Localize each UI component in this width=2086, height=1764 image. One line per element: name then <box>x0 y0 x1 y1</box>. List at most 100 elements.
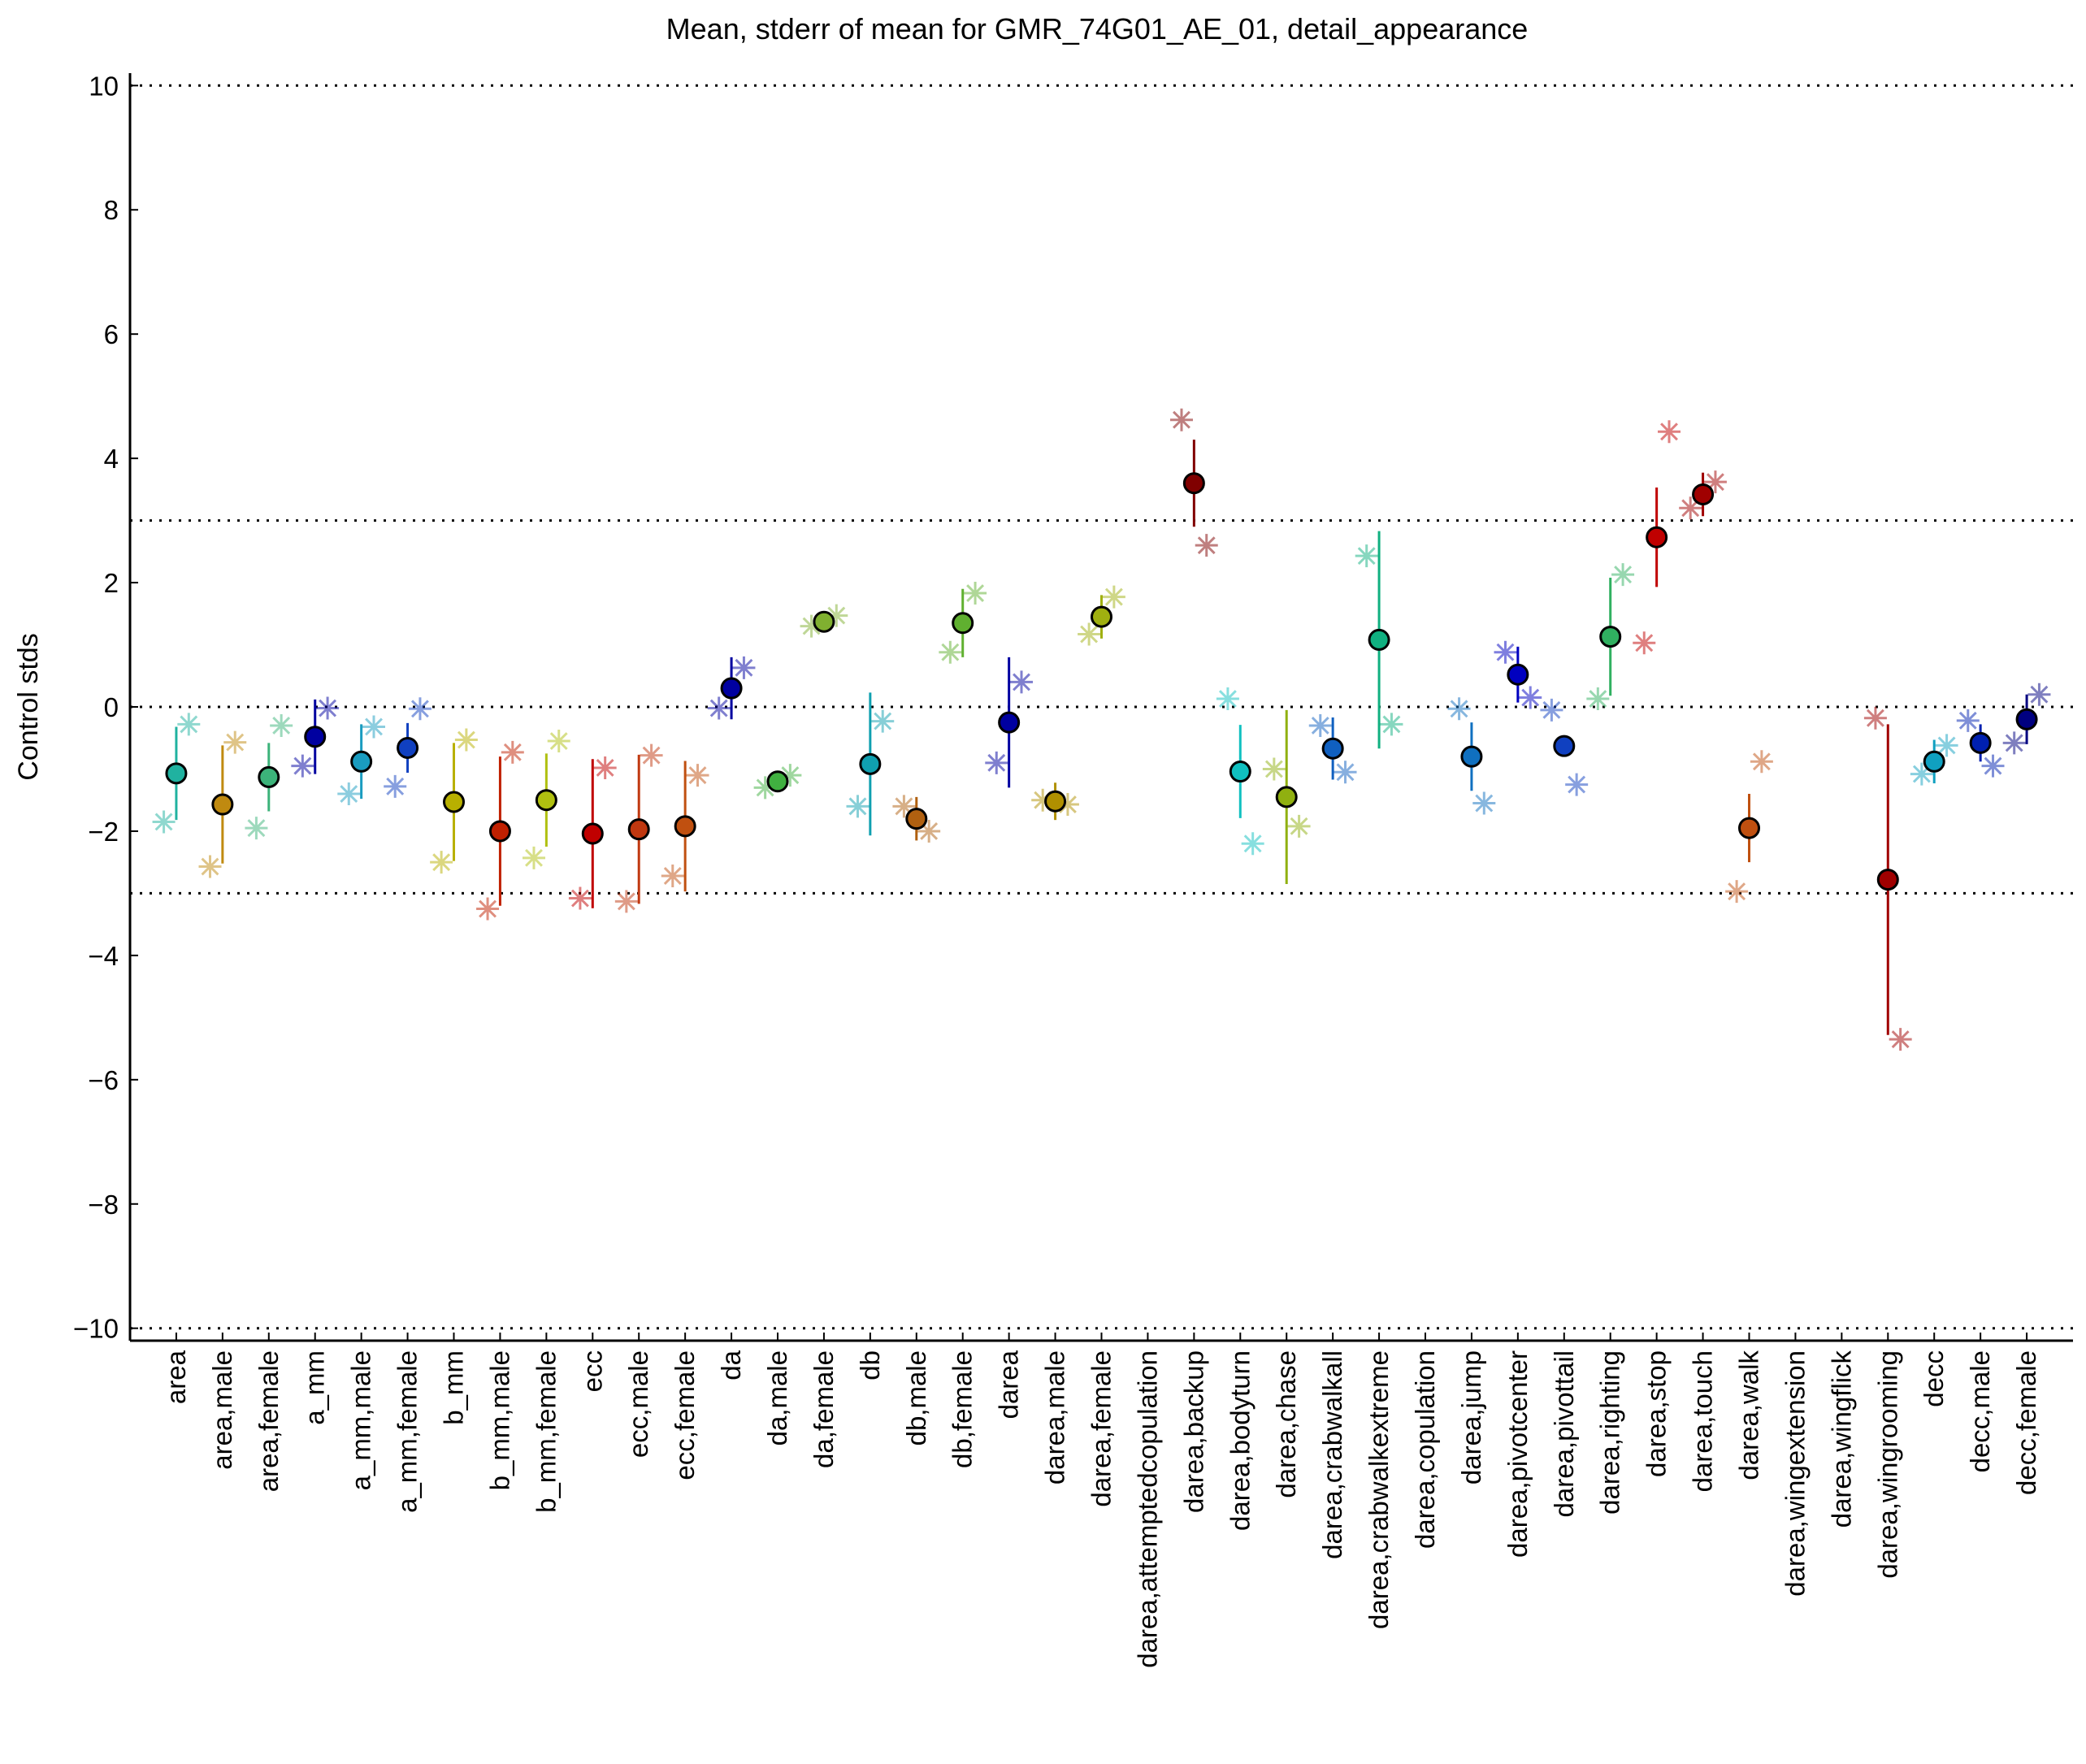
mean-marker <box>211 793 234 816</box>
replicate-marker <box>1010 670 1034 694</box>
replicate-marker <box>1703 470 1727 494</box>
replicate-marker <box>1031 788 1055 812</box>
mean-marker <box>1738 817 1760 839</box>
replicate-marker <box>2027 683 2051 706</box>
mean-marker <box>1553 735 1576 757</box>
replicate-marker <box>1633 631 1656 655</box>
replicate-marker <box>177 713 201 736</box>
y-tick-label: −6 <box>88 1065 119 1095</box>
replicate-marker <box>522 846 545 869</box>
mean-marker <box>1275 786 1298 808</box>
replicate-marker <box>917 819 941 843</box>
mean-marker <box>1969 731 1992 754</box>
mean-marker <box>350 750 373 773</box>
y-tick-label: 6 <box>104 319 119 349</box>
mean-marker <box>165 762 188 785</box>
x-tick-label: darea,wingextension <box>1780 1350 1810 1597</box>
chart-title: Mean, stderr of mean for GMR_74G01_AE_01… <box>666 12 1529 46</box>
replicate-marker <box>640 743 663 767</box>
x-tick-label: darea,bodyturn <box>1225 1350 1255 1531</box>
replicate-marker <box>985 751 1008 774</box>
x-tick-label: darea <box>994 1350 1024 1419</box>
mean-marker <box>813 610 835 633</box>
replicate-marker <box>1078 622 1101 646</box>
replicate-marker <box>1725 880 1749 904</box>
replicate-marker <box>1956 709 1980 732</box>
replicate-marker <box>939 640 962 664</box>
y-tick-label: 0 <box>104 692 119 722</box>
x-tick-label: darea,pivotcenter <box>1503 1350 1533 1558</box>
replicate-marker <box>1565 773 1589 796</box>
replicate-marker <box>362 715 386 739</box>
x-tick-label: db <box>855 1350 885 1380</box>
replicate-marker <box>1216 687 1239 711</box>
replicate-marker <box>1472 791 1496 815</box>
mean-marker <box>1229 761 1251 783</box>
x-tick-label: a_mm,female <box>392 1350 423 1513</box>
x-tick-label: darea,wingflick <box>1826 1350 1856 1528</box>
x-tick-label: a_mm,male <box>346 1350 376 1490</box>
x-tick-label: a_mm <box>300 1350 330 1425</box>
x-tick-label: b_mm,female <box>531 1350 561 1513</box>
x-tick-label: ecc <box>577 1350 607 1392</box>
replicate-marker <box>1241 832 1264 856</box>
x-tick-label: darea,copulation <box>1410 1350 1440 1549</box>
x-tick-label: b_mm,male <box>484 1350 514 1490</box>
replicate-marker <box>245 817 268 840</box>
mean-marker <box>674 815 696 838</box>
replicate-marker <box>1750 750 1773 774</box>
mean-marker <box>1692 483 1715 505</box>
x-tick-label: da,male <box>762 1350 792 1445</box>
replicate-marker <box>1169 408 1193 431</box>
mean-marker <box>720 677 743 700</box>
replicate-marker <box>1519 686 1542 709</box>
replicate-marker <box>1540 698 1563 722</box>
replicate-marker <box>1056 793 1079 817</box>
replicate-marker <box>1611 563 1635 587</box>
x-tick-label: decc,female <box>2011 1350 2041 1495</box>
replicate-marker <box>892 795 916 818</box>
mean-marker <box>1368 628 1390 651</box>
x-tick-label: ecc,male <box>623 1350 653 1458</box>
x-tick-label: da,female <box>809 1350 839 1468</box>
x-tick-label: darea,backup <box>1178 1350 1208 1513</box>
replicate-marker <box>1910 762 1933 786</box>
mean-marker <box>1321 737 1344 760</box>
replicate-marker <box>430 851 453 874</box>
replicate-marker <box>1262 757 1286 781</box>
replicate-marker <box>198 855 222 878</box>
replicate-marker <box>337 782 361 806</box>
replicate-marker <box>1334 761 1357 784</box>
y-tick-label: −10 <box>73 1314 119 1344</box>
replicate-marker <box>964 582 987 605</box>
replicate-marker <box>1935 734 1958 757</box>
replicate-marker <box>1102 585 1125 609</box>
x-tick-label: darea,wingrooming <box>1872 1350 1902 1579</box>
replicate-marker <box>1380 713 1403 736</box>
replicate-marker <box>778 764 802 787</box>
mean-marker <box>627 818 650 841</box>
y-tick-label: −8 <box>88 1190 119 1220</box>
y-tick-label: 2 <box>104 568 119 598</box>
x-tick-label: db,male <box>901 1350 931 1445</box>
replicate-marker <box>1679 496 1702 520</box>
replicate-marker <box>871 709 895 733</box>
replicate-marker <box>291 754 314 778</box>
x-tick-label: b_mm <box>439 1350 469 1425</box>
replicate-marker <box>614 890 638 913</box>
replicate-marker <box>1658 420 1681 444</box>
replicate-marker <box>152 810 176 834</box>
y-tick-label: 8 <box>104 195 119 225</box>
replicate-marker <box>825 604 848 627</box>
replicate-marker <box>1889 1028 1912 1051</box>
replicate-marker <box>384 774 407 798</box>
replicate-marker <box>547 730 570 753</box>
mean-marker <box>905 808 928 830</box>
x-tick-label: da <box>716 1350 746 1380</box>
x-tick-label: darea,crabwalkall <box>1317 1350 1347 1559</box>
y-tick-label: 10 <box>89 71 119 101</box>
mean-marker <box>998 711 1021 734</box>
mean-marker <box>443 791 465 813</box>
mean-marker <box>1646 526 1668 548</box>
